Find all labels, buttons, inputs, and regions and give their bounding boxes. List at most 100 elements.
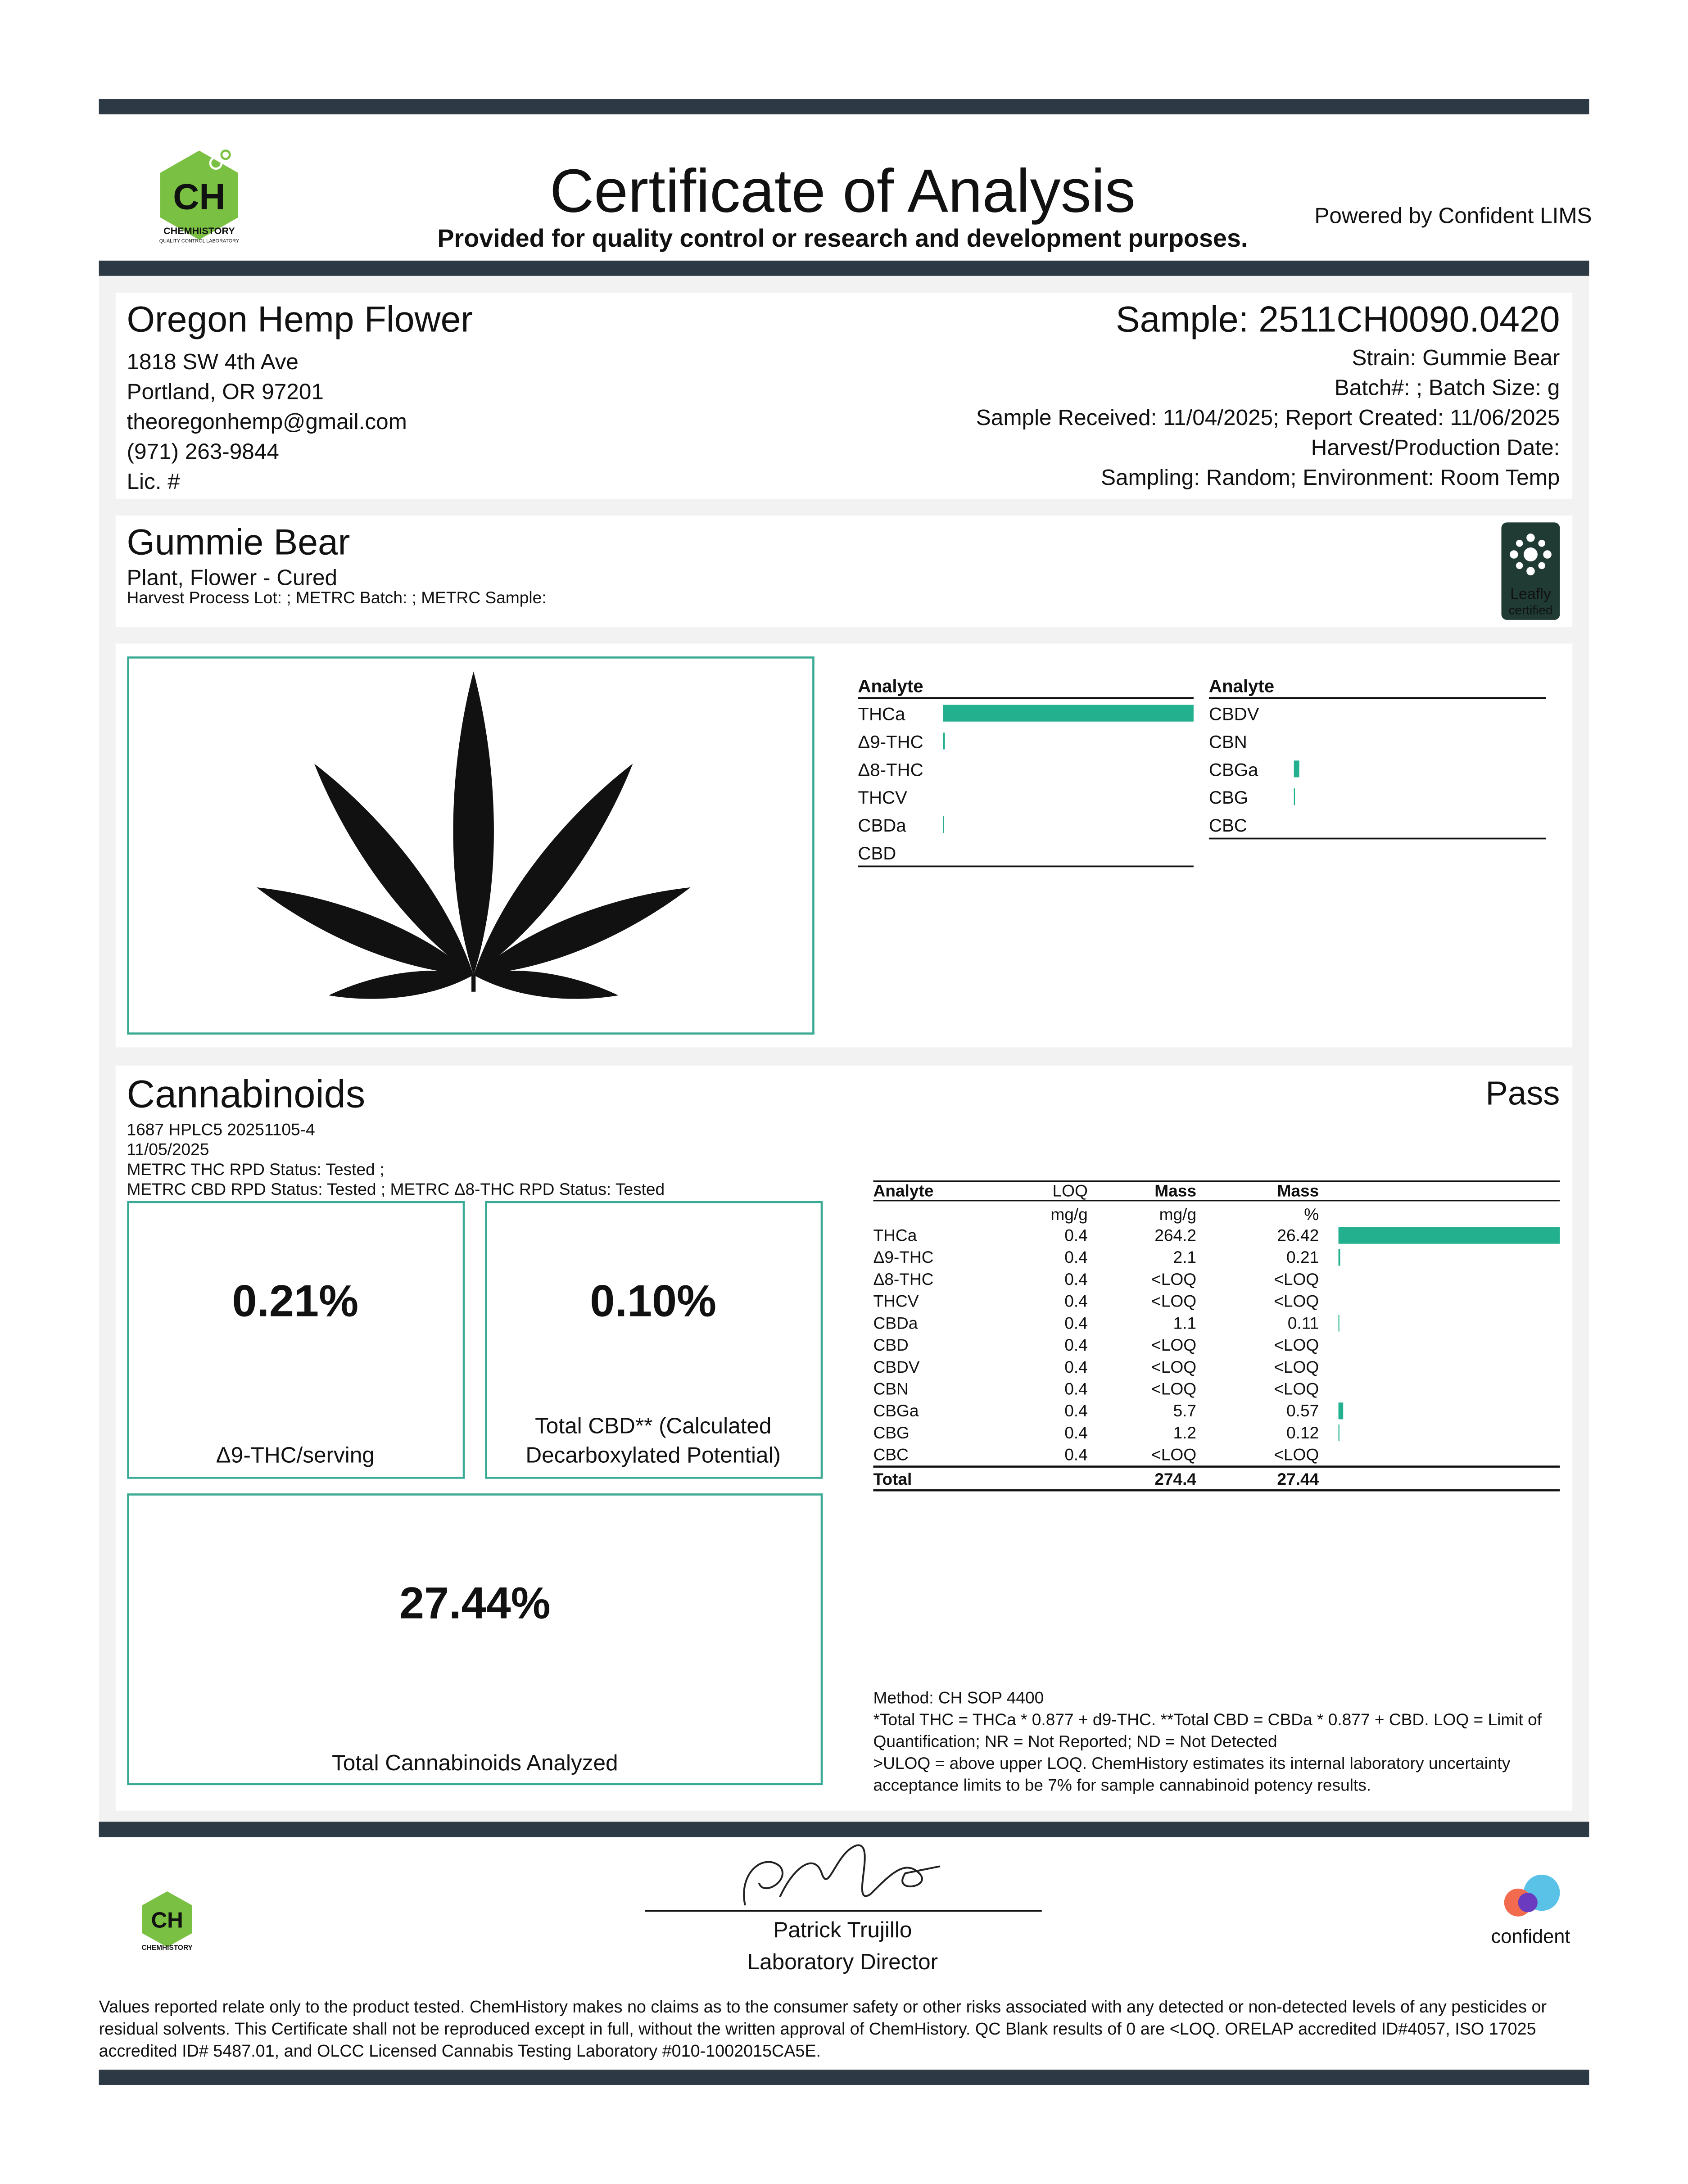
bottom-bar [99, 2069, 1589, 2085]
summary-box [127, 1201, 465, 1479]
table-cell: <LOQ [1151, 1335, 1196, 1354]
table-cell: <LOQ [1151, 1379, 1196, 1398]
table-cell: <LOQ [1274, 1379, 1319, 1398]
cannabis-leaf-image [256, 671, 691, 999]
leaflet [256, 887, 474, 975]
signatory-name: Patrick Trujillo [773, 1917, 912, 1942]
sample-id: Sample: 2511CH0090.0420 [1116, 299, 1560, 340]
table-cell: <LOQ [1274, 1445, 1319, 1464]
table-cell: CBG [873, 1423, 909, 1442]
signatory-title: Laboratory Director [747, 1949, 938, 1974]
table-cell: <LOQ [1274, 1357, 1319, 1376]
table-cell: CBC [873, 1445, 908, 1464]
table-cell: 2.1 [1173, 1248, 1196, 1266]
leafly-name: Leafly [1510, 585, 1551, 602]
document-title: Certificate of Analysis [550, 157, 1136, 225]
table-bar [1338, 1315, 1340, 1332]
table-cell: <LOQ [1274, 1292, 1319, 1311]
leaflet [473, 971, 619, 999]
leaflet [453, 671, 494, 975]
table-header: LOQ [1052, 1181, 1087, 1200]
overview-header: Analyte [1209, 676, 1274, 696]
table-cell: 0.11 [1288, 1313, 1319, 1332]
section-title: Cannabinoids [127, 1073, 365, 1116]
table-cell: 0.4 [1064, 1225, 1088, 1244]
method-note: >ULOQ = above upper LOQ. ChemHistory est… [873, 1754, 1510, 1773]
status: Pass [1485, 1074, 1560, 1112]
overview-header: Analyte [858, 676, 923, 696]
summary-box [127, 1493, 823, 1786]
table-cell: 1.2 [1173, 1423, 1196, 1442]
summary-label: Total CBD** (Calculated [535, 1413, 771, 1438]
table-bar [1338, 1227, 1560, 1244]
overview-bar [1294, 788, 1295, 805]
method-note: Method: CH SOP 4400 [873, 1688, 1044, 1707]
sample-line: Strain: Gummie Bear [1352, 345, 1560, 370]
table-bar [1338, 1424, 1340, 1442]
table-header: Analyte [873, 1181, 933, 1200]
table-cell: Δ8-THC [873, 1270, 933, 1289]
table-cell: 0.4 [1064, 1248, 1088, 1266]
leaflet [473, 764, 633, 975]
summary-label: Decarboxylated Potential) [525, 1442, 781, 1467]
summary-label: Δ9-THC/serving [216, 1442, 375, 1467]
table-cell: CBD [873, 1335, 908, 1354]
table-cell: <LOQ [1151, 1445, 1196, 1464]
sample-line: Batch#: ; Batch Size: g [1335, 375, 1560, 400]
table-cell: THCa [873, 1225, 917, 1244]
signature-bar [99, 1822, 1589, 1837]
disclaimer-line: Values reported relate only to the produ… [99, 1997, 1547, 2016]
overview-bar [943, 816, 944, 833]
table-cell: <LOQ [1151, 1270, 1196, 1289]
table-bar [1338, 1402, 1344, 1420]
overview-analyte: CBC [1209, 815, 1247, 836]
table-total: Total [873, 1470, 912, 1488]
table-cell: 0.57 [1286, 1401, 1319, 1420]
overview-analyte: CBDa [858, 815, 906, 836]
disclaimer-line: accredited ID# 5487.01, and OLCC License… [99, 2041, 821, 2060]
table-cell: CBN [873, 1379, 908, 1398]
table-cell: 26.42 [1277, 1225, 1319, 1244]
logo-tagline: QUALITY CONTROL LABORATORY [159, 239, 239, 244]
overview-analyte: CBD [858, 843, 896, 864]
table-cell: 0.21 [1286, 1248, 1319, 1266]
client-name: Oregon Hemp Flower [127, 299, 473, 340]
overview-analyte: CBN [1209, 732, 1247, 752]
product-name: Gummie Bear [127, 522, 350, 563]
summary-value: 0.10% [590, 1276, 716, 1326]
logo-hexagon [160, 150, 238, 240]
table-cell: 0.12 [1286, 1423, 1319, 1442]
table-total: 27.44 [1277, 1470, 1319, 1488]
table-unit: mg/g [1159, 1205, 1197, 1224]
table-cell: 0.4 [1064, 1292, 1088, 1311]
table-cell: 0.4 [1064, 1335, 1088, 1354]
product-panel [115, 515, 1573, 627]
meta-line: 11/05/2025 [127, 1140, 209, 1159]
overview-analyte: Δ9-THC [858, 732, 923, 752]
chemhistory-logo [160, 149, 238, 240]
leafly-sub: certified [1509, 603, 1552, 617]
leaflet [473, 887, 691, 975]
product-category: Plant, Flower - Cured [127, 565, 337, 590]
method-note: acceptance limits to be 7% for sample ca… [873, 1776, 1371, 1795]
table-cell: CBDV [873, 1357, 919, 1376]
table-cell: <LOQ [1274, 1335, 1319, 1354]
table-cell: <LOQ [1151, 1357, 1196, 1376]
table-cell: 0.4 [1064, 1445, 1088, 1464]
table-cell: 0.4 [1064, 1270, 1088, 1289]
overview-analyte: CBG [1209, 787, 1248, 808]
overview-analyte: Δ8-THC [858, 760, 923, 780]
overview-analyte: CBGa [1209, 760, 1258, 780]
table-cell: CBGa [873, 1401, 919, 1420]
summary-box [485, 1201, 823, 1479]
table-cell: 0.4 [1064, 1401, 1088, 1420]
table-cell: Δ9-THC [873, 1248, 933, 1266]
table-cell: 1.1 [1173, 1313, 1196, 1332]
top-bar [99, 99, 1589, 115]
leafly-icon [1510, 534, 1552, 575]
table-header: Mass [1154, 1181, 1196, 1200]
sample-line: Harvest/Production Date: [1311, 435, 1560, 460]
sample-line: Sampling: Random; Environment: Room Temp [1101, 465, 1560, 490]
table-cell: THCV [873, 1292, 919, 1311]
